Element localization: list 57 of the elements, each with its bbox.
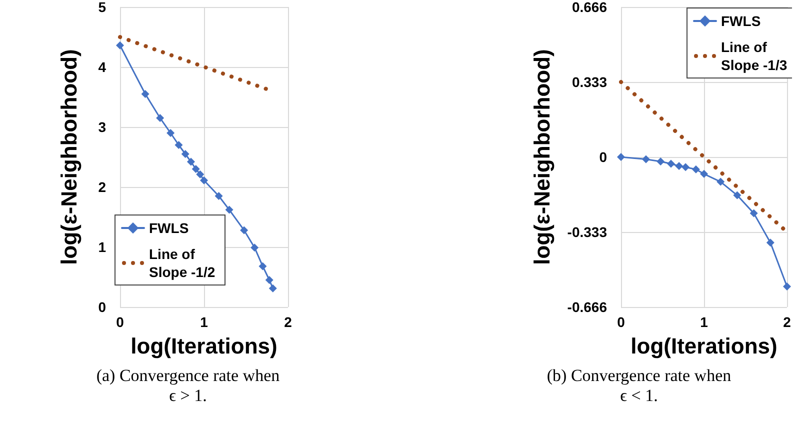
point <box>186 158 195 166</box>
x-tick-label: 1 <box>200 314 208 330</box>
point <box>692 165 700 174</box>
point <box>174 141 183 149</box>
point <box>265 276 274 284</box>
point <box>192 165 200 173</box>
legend-label: FWLS <box>721 13 761 29</box>
y-tick-label: 0.666 <box>572 0 608 15</box>
point <box>156 114 164 122</box>
legend-label: Line of Slope -1/2 <box>149 246 216 280</box>
point <box>666 160 675 168</box>
x-axis-title: log(Iterations) <box>130 334 278 358</box>
point <box>766 238 774 247</box>
point <box>733 191 742 200</box>
point <box>141 90 150 98</box>
text: (a) Convergence rate when ϵ > 1. <box>95 366 281 406</box>
point <box>258 262 267 270</box>
x-axis-title: log(Iterations) <box>630 334 778 358</box>
point <box>250 244 259 252</box>
point <box>225 206 234 214</box>
legend-label: FWLS <box>149 220 189 236</box>
point <box>656 158 665 166</box>
point <box>682 163 690 172</box>
point <box>700 170 708 178</box>
point <box>200 176 208 184</box>
point <box>268 284 277 292</box>
y-tick-label: 0 <box>98 299 106 315</box>
point <box>166 129 175 137</box>
y-tick-label: -0.333 <box>567 224 608 240</box>
y-axis-title: log(ε-Neighborhood) <box>56 49 82 265</box>
y-tick-label: 2 <box>98 179 106 195</box>
y-tick-label: 4 <box>98 59 106 75</box>
text: (b) Convergence rate when ϵ < 1. <box>546 366 732 406</box>
y-tick-label: 3 <box>98 119 106 135</box>
point <box>181 150 190 158</box>
point <box>716 178 725 186</box>
point <box>642 155 650 164</box>
y-tick-label: 0 <box>599 149 608 165</box>
x-tick-label: 2 <box>284 314 292 330</box>
point <box>116 41 124 50</box>
point <box>750 209 758 218</box>
y-tick-label: 5 <box>98 0 106 15</box>
y-tick-label: 1 <box>98 239 106 255</box>
point <box>617 153 625 161</box>
point <box>214 192 223 200</box>
x-tick-label: 0 <box>116 314 124 330</box>
x-tick-label: 1 <box>700 314 708 330</box>
x-tick-label: 0 <box>617 314 626 330</box>
x-tick-label: 2 <box>783 314 792 330</box>
legend-label: Line of Slope -1/3 <box>721 39 788 73</box>
y-tick-label: 0.333 <box>572 74 608 90</box>
point <box>240 226 248 234</box>
y-tick-label: -0.666 <box>567 299 608 315</box>
point <box>783 282 791 291</box>
y-axis-title: log(ε-Neighborhood) <box>530 49 554 265</box>
point <box>675 162 684 170</box>
point <box>196 170 204 178</box>
